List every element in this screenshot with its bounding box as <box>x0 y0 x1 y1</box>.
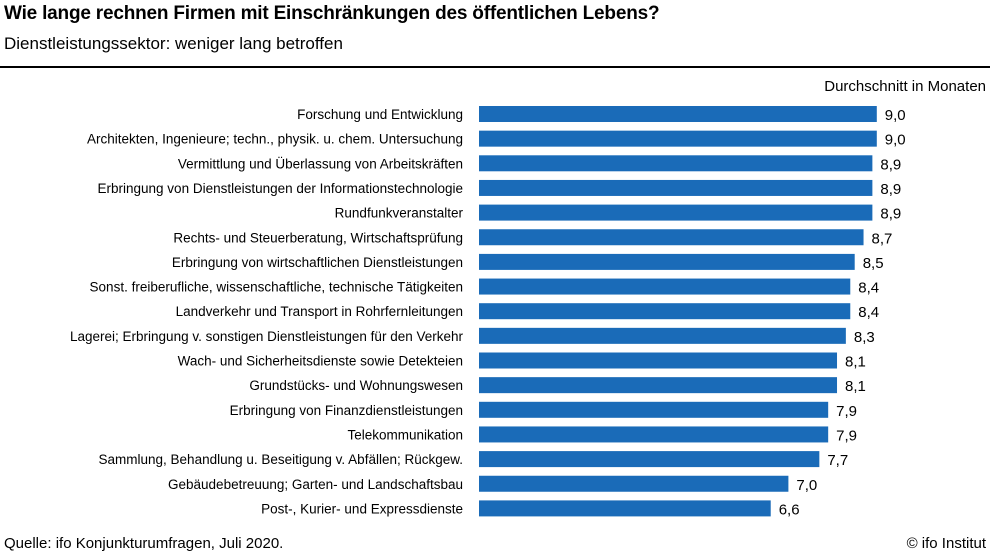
category-label: Wach- und Sicherheitsdienste sowie Detek… <box>178 354 463 369</box>
bar <box>479 401 829 418</box>
bar <box>479 327 846 344</box>
value-label: 8,9 <box>880 206 901 223</box>
category-label: Erbringung von Finanzdienstleistungen <box>230 403 463 418</box>
bar <box>479 229 864 246</box>
chart-title: Wie lange rechnen Firmen mit Einschränku… <box>4 3 660 24</box>
bar <box>479 204 873 221</box>
title-divider <box>0 66 990 68</box>
value-label: 8,9 <box>880 156 901 173</box>
category-label: Forschung und Entwicklung <box>297 107 463 122</box>
value-label: 8,4 <box>858 304 879 321</box>
value-label: 9,0 <box>885 132 906 149</box>
category-label: Rechts- und Steuerberatung, Wirtschaftsp… <box>173 230 463 245</box>
chart-subtitle: Dienstleistungssektor: weniger lang betr… <box>4 34 343 53</box>
source-note: Quelle: ifo Konjunkturumfragen, Juli 202… <box>4 535 284 552</box>
bar <box>479 500 771 517</box>
category-label: Landverkehr und Transport in Rohrfernlei… <box>176 304 463 319</box>
copyright-note: © ifo Institut <box>906 535 986 552</box>
bar <box>479 377 838 394</box>
value-label: 8,9 <box>880 181 901 198</box>
value-label: 8,3 <box>854 329 875 346</box>
bar <box>479 179 873 196</box>
value-label: 8,7 <box>872 230 893 247</box>
bar <box>479 451 820 468</box>
category-label: Grundstücks- und Wohnungswesen <box>249 378 463 393</box>
category-label: Erbringung von wirtschaftlichen Dienstle… <box>172 255 463 270</box>
category-label: Architekten, Ingenieure; techn., physik.… <box>87 132 463 147</box>
category-label: Erbringung von Dienstleistungen der Info… <box>98 181 463 196</box>
value-label: 7,9 <box>836 403 857 420</box>
bar <box>479 155 873 172</box>
value-label: 9,0 <box>885 107 906 124</box>
value-label: 7,7 <box>827 452 848 469</box>
value-label: 8,1 <box>845 354 866 371</box>
bar <box>479 130 877 147</box>
bar <box>479 475 789 492</box>
bar <box>479 303 851 320</box>
value-label: 6,6 <box>779 501 800 518</box>
category-label: Gebäudebetreuung; Garten- und Landschaft… <box>168 477 463 492</box>
category-label: Post-, Kurier- und Expressdienste <box>261 501 463 516</box>
value-label: 7,9 <box>836 427 857 444</box>
category-label: Vermittlung und Überlassung von Arbeitsk… <box>178 156 463 171</box>
category-label: Rundfunkveranstalter <box>335 206 464 221</box>
category-label: Sonst. freiberufliche, wissenschaftliche… <box>90 280 463 295</box>
unit-label: Durchschnitt in Monaten <box>824 78 986 95</box>
bar <box>479 426 829 443</box>
bar <box>479 278 851 295</box>
bar <box>479 106 877 122</box>
category-label: Lagerei; Erbringung v. sonstigen Dienstl… <box>70 329 463 344</box>
value-label: 8,4 <box>858 280 879 297</box>
value-label: 7,0 <box>796 477 817 494</box>
value-label: 8,5 <box>863 255 884 272</box>
category-label: Sammlung, Behandlung u. Beseitigung v. A… <box>99 452 463 467</box>
category-label: Telekommunikation <box>347 427 463 442</box>
bar <box>479 352 838 369</box>
value-label: 8,1 <box>845 378 866 395</box>
bar <box>479 253 855 270</box>
